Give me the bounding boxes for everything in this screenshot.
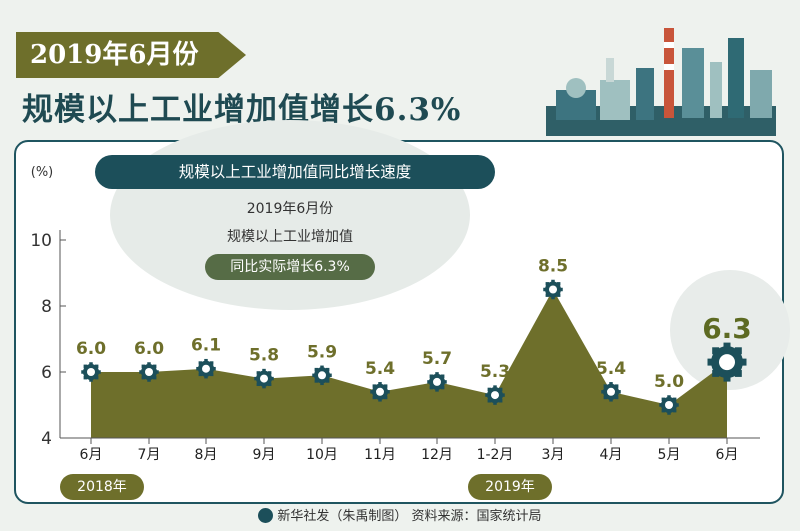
data-label: 8.5 bbox=[538, 257, 568, 277]
x-tick-label: 8月 bbox=[195, 447, 218, 463]
headline: 规模以上工业增加值增长6.3% bbox=[22, 92, 462, 128]
y-tick-label: 8 bbox=[41, 297, 52, 317]
data-label: 5.9 bbox=[307, 342, 337, 362]
data-label: 5.7 bbox=[422, 349, 452, 369]
y-axis-label: (%) bbox=[31, 165, 54, 180]
gear-marker-icon bbox=[196, 358, 216, 379]
x-tick-label: 9月 bbox=[253, 447, 276, 463]
x-tick-label: 3月 bbox=[542, 447, 565, 463]
gear-marker-icon bbox=[81, 362, 101, 382]
x-tick-label: 6月 bbox=[716, 447, 739, 463]
x-tick-label: 6月 bbox=[80, 447, 103, 463]
year-badge-2019: 2019年 bbox=[468, 474, 552, 500]
date-banner: 2019年6月份 bbox=[16, 32, 246, 78]
data-label: 5.4 bbox=[365, 359, 395, 379]
gear-decoration-icon bbox=[670, 270, 790, 390]
gear-marker-icon bbox=[370, 382, 390, 402]
x-tick-label: 5月 bbox=[658, 447, 681, 463]
callout: 2019年6月份 规模以上工业增加值 同比实际增长6.3% bbox=[120, 190, 460, 290]
gear-marker-icon bbox=[659, 395, 679, 415]
data-label: 6.0 bbox=[76, 339, 106, 359]
year-badge-2018: 2018年 bbox=[60, 474, 144, 500]
y-tick-label: 4 bbox=[41, 429, 52, 449]
gear-marker-icon bbox=[485, 385, 505, 405]
gear-marker-icon bbox=[601, 382, 621, 402]
data-label: 6.1 bbox=[191, 336, 221, 356]
gear-marker-icon bbox=[139, 362, 159, 382]
x-tick-label: 4月 bbox=[600, 447, 623, 463]
callout-badge: 同比实际增长6.3% bbox=[205, 254, 375, 280]
callout-line-2: 规模以上工业增加值 bbox=[227, 229, 353, 245]
data-label: 5.8 bbox=[249, 346, 279, 366]
y-tick-label: 10 bbox=[30, 231, 52, 251]
data-label: 5.3 bbox=[480, 362, 510, 382]
y-tick-label: 6 bbox=[41, 363, 52, 383]
x-tick-label: 1-2月 bbox=[477, 447, 514, 463]
gear-marker-icon bbox=[254, 368, 274, 389]
x-tick-label: 10月 bbox=[306, 447, 338, 463]
callout-line-1: 2019年6月份 bbox=[246, 201, 334, 217]
gear-marker-icon bbox=[707, 342, 747, 382]
footer: 新华社发（朱禹制图） 资料来源：国家统计局 bbox=[0, 505, 800, 524]
gear-marker-icon bbox=[427, 372, 447, 392]
data-label: 6.3 bbox=[702, 312, 752, 345]
x-tick-label: 11月 bbox=[364, 447, 396, 463]
gear-marker-icon bbox=[312, 365, 332, 386]
chart-subtitle-pill: 规模以上工业增加值同比增长速度 bbox=[95, 155, 495, 189]
area-series bbox=[91, 289, 727, 438]
x-tick-label: 12月 bbox=[421, 447, 453, 463]
footer-source: 新华社发（朱禹制图） 资料来源：国家统计局 bbox=[277, 509, 542, 524]
xinhua-logo-icon bbox=[258, 508, 274, 523]
factory-illustration-icon bbox=[546, 28, 776, 136]
data-label: 5.0 bbox=[654, 372, 684, 392]
data-label: 5.4 bbox=[596, 359, 626, 379]
data-label: 6.0 bbox=[134, 339, 164, 359]
gear-marker-icon bbox=[543, 279, 563, 300]
x-tick-label: 7月 bbox=[138, 447, 161, 463]
